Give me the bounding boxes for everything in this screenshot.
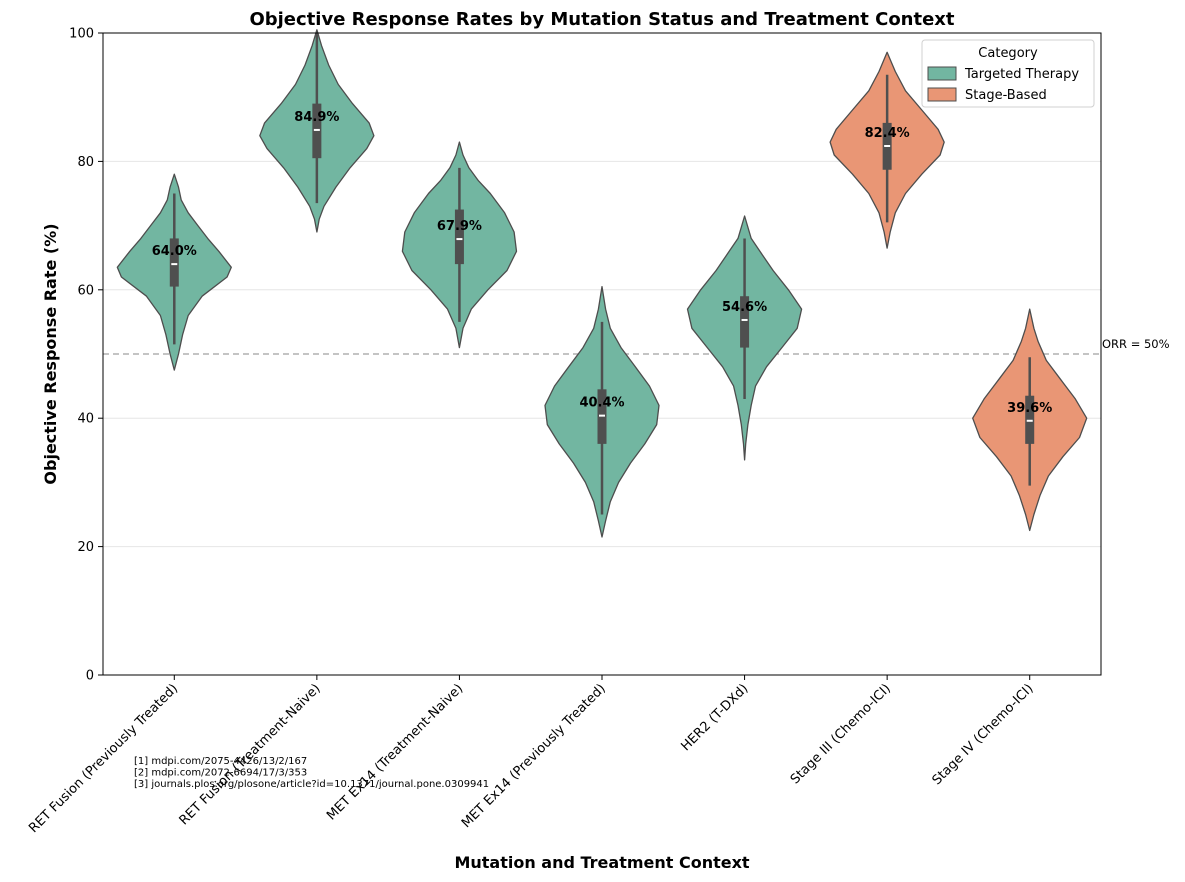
- value-label-6: 39.6%: [1007, 401, 1052, 416]
- chart-title: Objective Response Rates by Mutation Sta…: [249, 9, 954, 30]
- y-tick-label-1: 20: [77, 540, 94, 555]
- x-tick-label-3: MET Ex14 (Previously Treated): [459, 681, 609, 831]
- value-label-3: 40.4%: [579, 396, 624, 411]
- violin-layer: [116, 29, 1088, 538]
- footnotes: [1] mdpi.com/2075-4426/13/2/167[2] mdpi.…: [134, 756, 489, 790]
- legend-entry-1: Stage-Based: [965, 88, 1047, 103]
- y-tick-label-0: 0: [86, 669, 94, 684]
- y-tick-label-4: 80: [77, 155, 94, 170]
- legend-box: [921, 39, 1095, 108]
- footnote-2: [3] journals.plos.org/plosone/article?id…: [134, 779, 489, 790]
- y-tick-label-3: 60: [77, 283, 94, 298]
- value-label-4: 54.6%: [722, 300, 767, 315]
- value-label-layer: 64.0% 84.9% 67.9% 40.4% 54.6% 82.4% 39.6%: [152, 110, 1053, 416]
- violin-group-6: [972, 308, 1088, 532]
- y-tick-label-5: 100: [69, 27, 94, 42]
- violin-group-3: [544, 285, 660, 538]
- violin-iqr-box: [740, 296, 750, 348]
- legend-swatch-0: [927, 66, 957, 81]
- x-tick-label-6: Stage IV (Chemo-ICI): [930, 681, 1037, 788]
- y-tick-label-2: 40: [77, 412, 94, 427]
- x-tick-label-4: HER2 (T-DXd): [678, 681, 751, 754]
- value-label-5: 82.4%: [865, 126, 910, 141]
- violin-iqr-box: [169, 238, 179, 287]
- violin-group-2: [401, 141, 518, 349]
- violin-group-4: [686, 215, 803, 461]
- legend-entry-0: Targeted Therapy: [964, 67, 1079, 82]
- reference-line-layer: ORR = 50%: [103, 337, 1170, 355]
- value-label-0: 64.0%: [152, 244, 197, 259]
- violin-group-1: [259, 29, 375, 233]
- legend-swatch-1: [927, 87, 957, 102]
- value-label-1: 84.9%: [294, 110, 339, 125]
- x-tick-label-2: MET Ex14 (Treatment-Naive): [324, 681, 466, 823]
- x-tick-label-5: Stage III (Chemo-ICI): [788, 681, 894, 787]
- violin-iqr-box: [454, 209, 464, 265]
- violin-group-0: [116, 173, 232, 371]
- reference-line-label: ORR = 50%: [1102, 337, 1170, 351]
- legend: Category Targeted Therapy Stage-Based: [921, 39, 1095, 108]
- footnote-1: [2] mdpi.com/2072-6694/17/3/353: [134, 768, 307, 779]
- legend-title: Category: [978, 46, 1038, 61]
- value-label-2: 67.9%: [437, 219, 482, 234]
- footnote-0: [1] mdpi.com/2075-4426/13/2/167: [134, 756, 307, 767]
- x-tick-label-1: RET Fusion (Treatment-Naive): [177, 681, 324, 828]
- violin-group-5: [829, 51, 945, 249]
- x-axis-label: Mutation and Treatment Context: [454, 853, 749, 872]
- y-axis-label: Objective Response Rate (%): [41, 223, 60, 484]
